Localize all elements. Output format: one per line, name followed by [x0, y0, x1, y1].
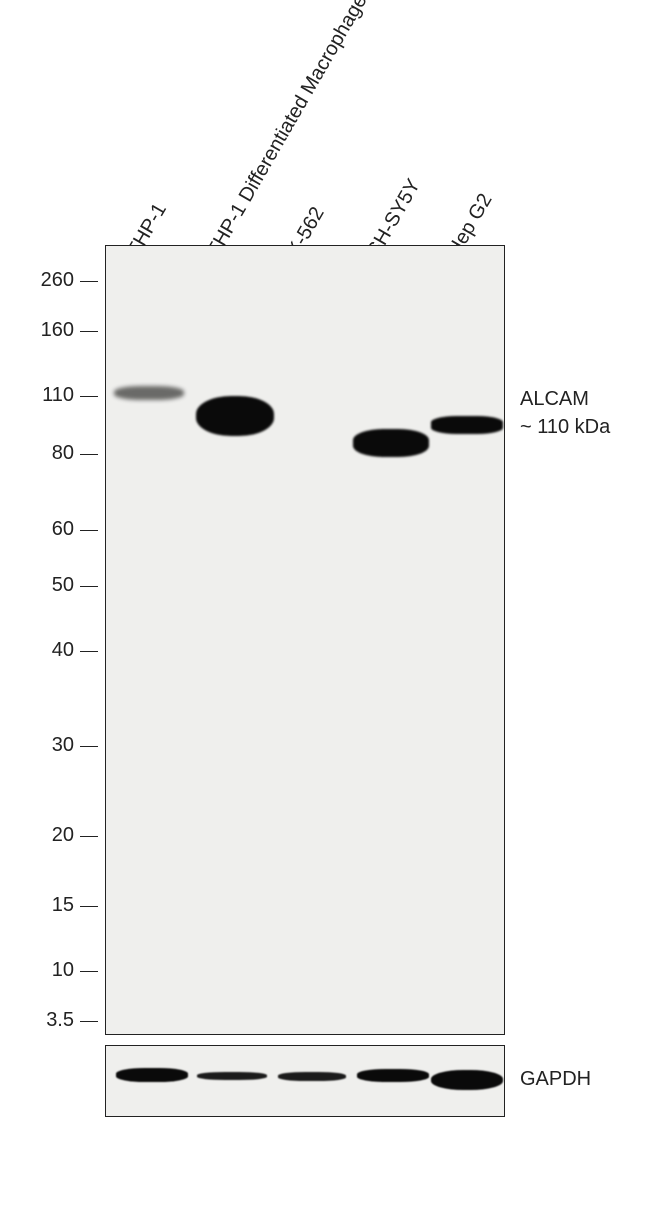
gapdh-blot-panel [105, 1045, 505, 1117]
marker-label: 40 [34, 639, 74, 662]
marker-tick [80, 396, 98, 397]
western-blot-figure: THP-1 THP-1 Differentiated Macrophage K-… [0, 0, 650, 1215]
gapdh-band [357, 1069, 429, 1082]
gapdh-band [431, 1070, 503, 1090]
gapdh-band [116, 1068, 188, 1082]
marker-tick [80, 281, 98, 282]
main-blot-panel [105, 245, 505, 1035]
marker-tick [80, 331, 98, 332]
marker-label: 80 [34, 442, 74, 465]
marker-label: 20 [34, 824, 74, 847]
loading-control-label: GAPDH [520, 1068, 591, 1091]
gapdh-band [278, 1072, 346, 1081]
marker-tick [80, 454, 98, 455]
marker-label: 260 [34, 269, 74, 292]
marker-tick [80, 836, 98, 837]
marker-label: 30 [34, 734, 74, 757]
marker-label: 10 [34, 959, 74, 982]
target-label-line1: ALCAM [520, 388, 589, 411]
marker-label: 160 [34, 319, 74, 342]
marker-tick [80, 906, 98, 907]
marker-label: 50 [34, 574, 74, 597]
target-label-line2: ~ 110 kDa [520, 416, 610, 439]
marker-tick [80, 651, 98, 652]
marker-label: 110 [34, 384, 74, 407]
marker-label: 3.5 [34, 1009, 74, 1032]
marker-label: 60 [34, 518, 74, 541]
marker-tick [80, 1021, 98, 1022]
band-thp1-macrophage [196, 396, 274, 436]
marker-tick [80, 746, 98, 747]
lane-label: THP-1 Differentiated Macrophage [203, 0, 372, 261]
band-shsy5y [353, 429, 429, 457]
marker-label: 15 [34, 894, 74, 917]
band-thp1 [114, 386, 184, 400]
marker-tick [80, 971, 98, 972]
marker-tick [80, 586, 98, 587]
band-hepg2 [431, 416, 503, 434]
gapdh-band [197, 1072, 267, 1080]
marker-tick [80, 530, 98, 531]
